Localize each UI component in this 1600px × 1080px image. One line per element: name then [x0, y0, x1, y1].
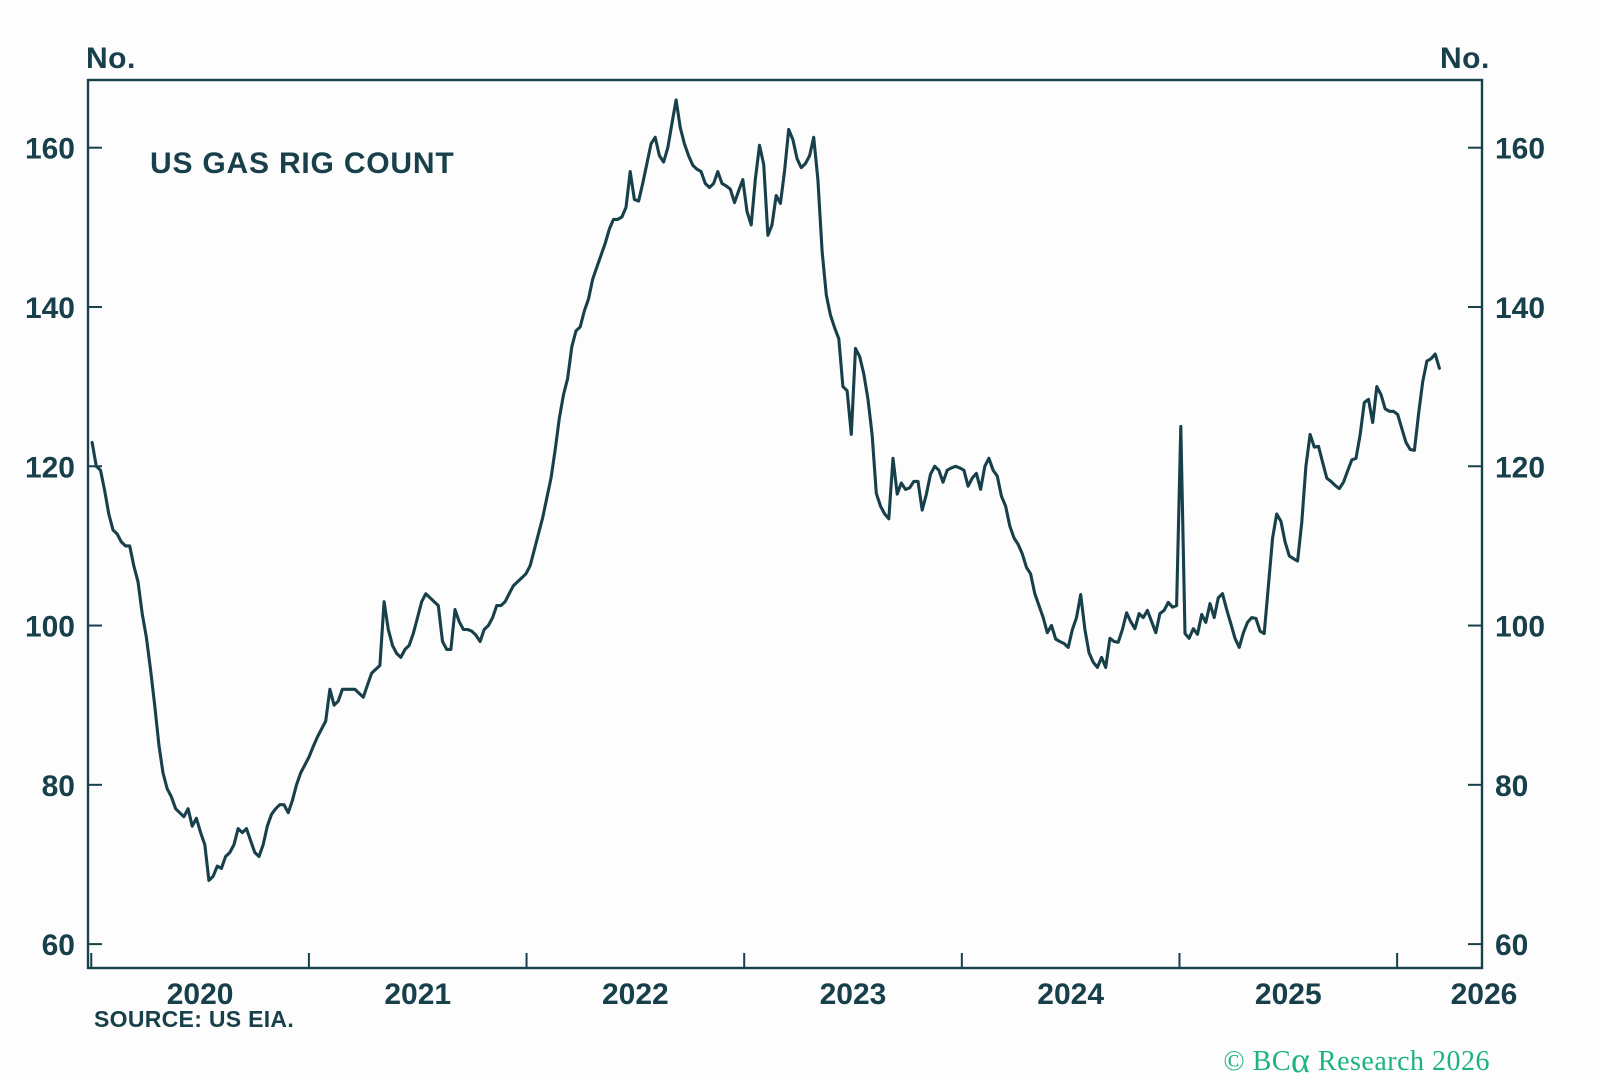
- copyright-prefix: © BC: [1223, 1046, 1292, 1077]
- chart-title: US GAS RIG COUNT: [150, 147, 455, 180]
- y-tick-label-left: 140: [25, 292, 75, 325]
- x-tick-label: 2021: [384, 978, 451, 1011]
- y-axis-unit-label-left: No.: [86, 42, 136, 75]
- y-tick-label-right: 140: [1495, 292, 1545, 325]
- y-tick-label-left: 80: [42, 770, 75, 803]
- y-tick-label-left: 120: [25, 451, 75, 484]
- copyright-alpha-glyph: α: [1291, 1040, 1311, 1080]
- y-tick-label-left: 100: [25, 611, 75, 644]
- source-note: SOURCE: US EIA.: [94, 1006, 295, 1032]
- series-line: [90, 98, 1441, 882]
- x-tick-label: 2022: [602, 978, 669, 1011]
- plot-border: [86, 78, 1484, 970]
- x-tick-label: 2023: [820, 978, 887, 1011]
- y-tick-label-left: 160: [25, 133, 75, 166]
- y-axis-unit-label-right: No.: [1440, 42, 1490, 75]
- x-tick-label: 2026: [1451, 978, 1518, 1011]
- y-tick-label-right: 80: [1495, 770, 1528, 803]
- y-tick-label-right: 60: [1495, 929, 1528, 962]
- x-tick-label: 2020: [167, 978, 234, 1011]
- y-tick-label-left: 60: [42, 929, 75, 962]
- x-tick-label: 2024: [1037, 978, 1104, 1011]
- y-tick-label-right: 120: [1495, 451, 1545, 484]
- copyright-note: © BCα Research 2026: [1223, 1042, 1490, 1078]
- copyright-suffix: Research 2026: [1310, 1046, 1490, 1077]
- y-tick-label-right: 100: [1495, 611, 1545, 644]
- y-tick-label-right: 160: [1495, 133, 1545, 166]
- x-tick-label: 2025: [1255, 978, 1322, 1011]
